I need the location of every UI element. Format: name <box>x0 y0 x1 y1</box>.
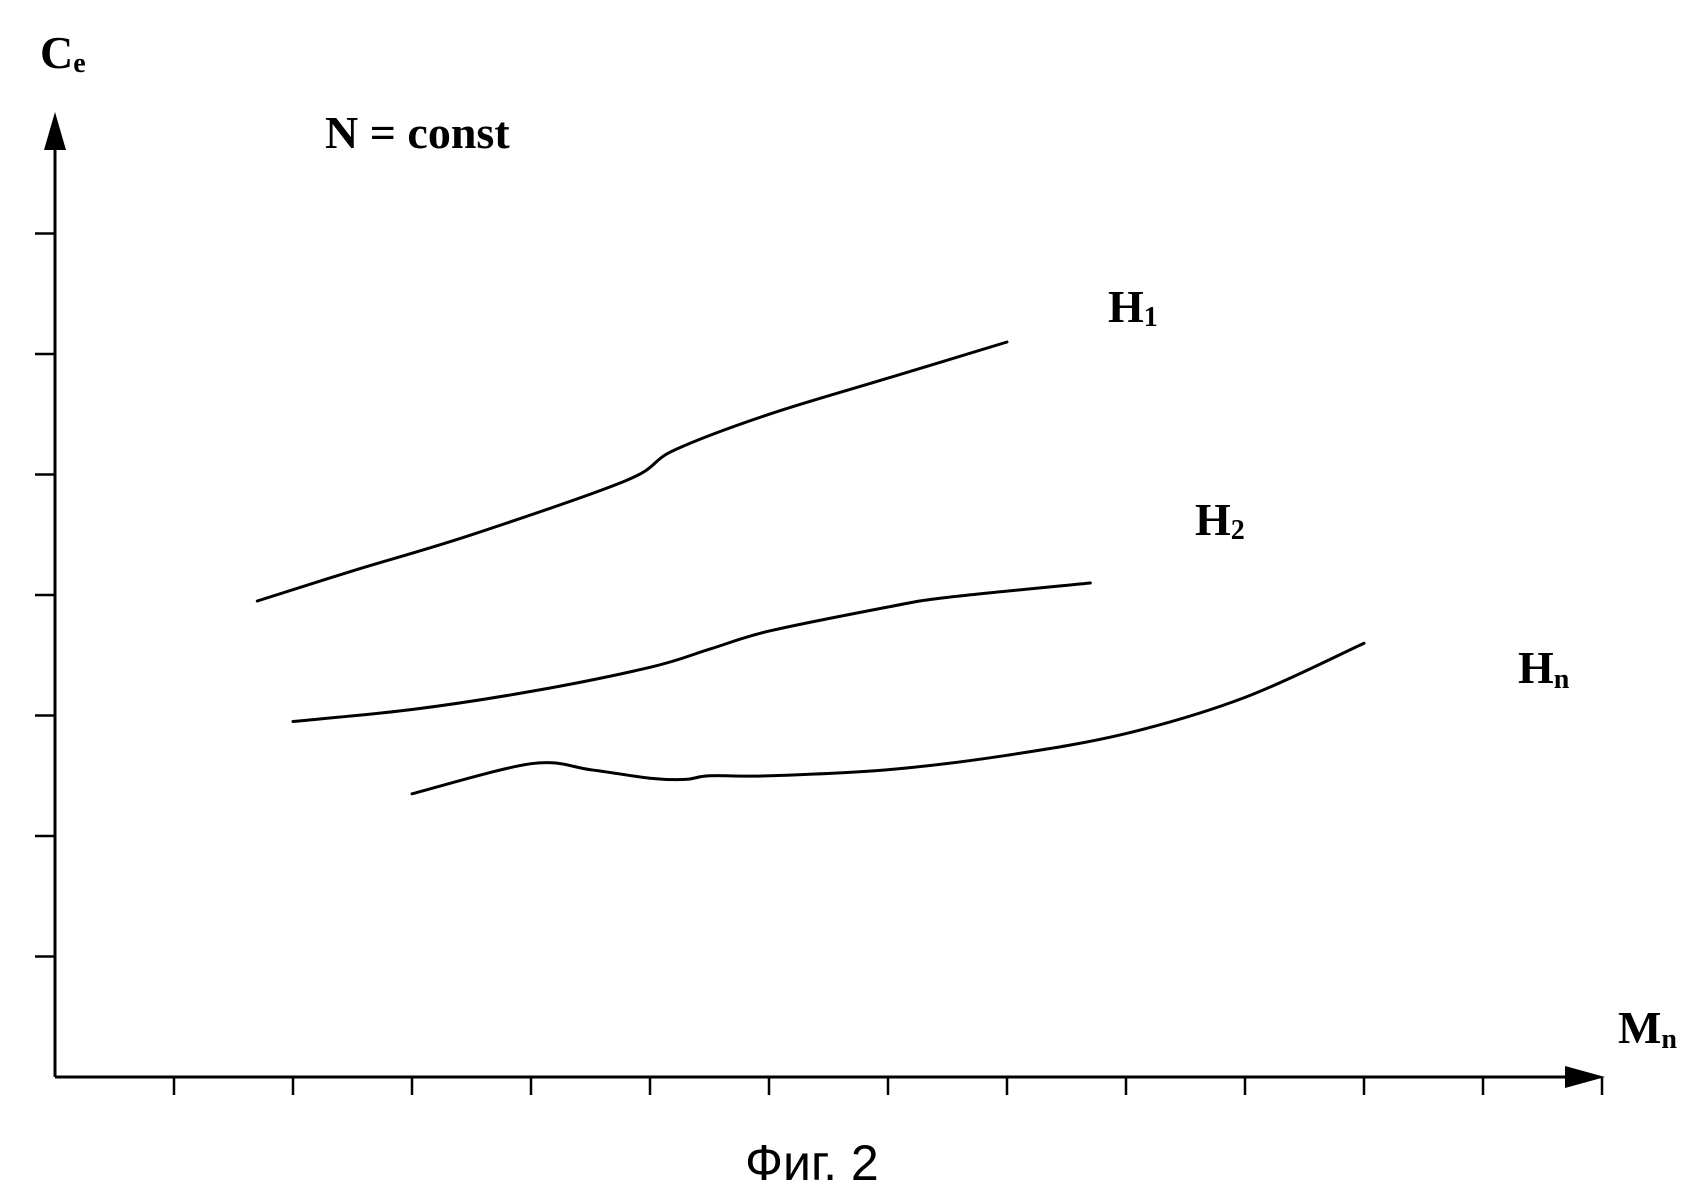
condition-annotation: N = const <box>325 107 510 158</box>
series-line-hn <box>410 641 1366 796</box>
series-line-h1 <box>255 340 1009 603</box>
series-lines <box>255 340 1366 796</box>
x-axis-label: Mn <box>1618 1002 1677 1055</box>
series-label-hn: Hn <box>1518 642 1570 695</box>
x-axis-arrow <box>1565 1066 1605 1088</box>
y-axis-label: Ce <box>40 27 86 79</box>
tick-marks <box>35 232 1604 1095</box>
y-axis-arrow <box>44 112 66 150</box>
series-label-h1: H1 <box>1108 281 1158 333</box>
series-line-h2 <box>291 581 1092 723</box>
figure-caption: Фиг. 2 <box>745 1135 879 1191</box>
series-label-h2: H2 <box>1195 494 1245 546</box>
